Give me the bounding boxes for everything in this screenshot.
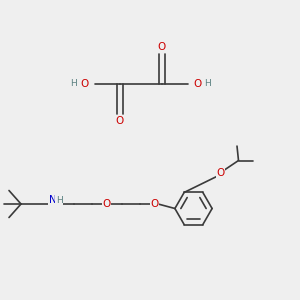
Text: H: H	[204, 80, 211, 88]
Text: O: O	[81, 79, 89, 89]
Text: O: O	[216, 167, 225, 178]
Text: H: H	[56, 196, 62, 205]
Text: O: O	[116, 116, 124, 127]
Text: N: N	[49, 195, 56, 205]
Text: O: O	[102, 199, 111, 209]
Text: H: H	[70, 80, 77, 88]
Text: O: O	[150, 199, 159, 209]
Text: O: O	[193, 79, 201, 89]
Text: O: O	[158, 41, 166, 52]
